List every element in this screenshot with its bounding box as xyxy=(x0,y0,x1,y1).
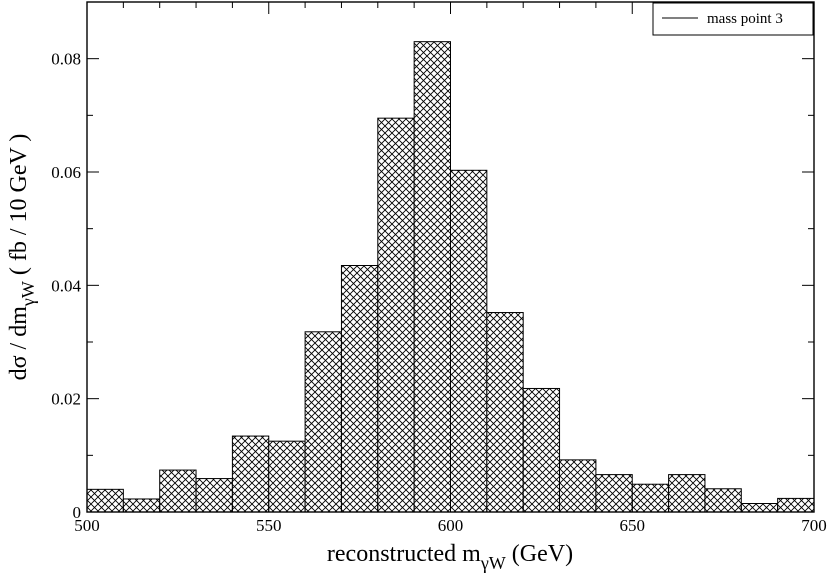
histogram-bin-17 xyxy=(704,488,742,513)
y-tick-label: 0 xyxy=(73,503,82,522)
y-axis-title: dσ / dmγW ( fb / 10 GeV ) xyxy=(6,134,38,381)
x-axis-title-main: reconstructed m xyxy=(327,541,481,567)
histogram-bin-7 xyxy=(340,265,379,513)
histogram-bin-13 xyxy=(559,459,597,513)
x-axis-title: reconstructed mγW (GeV) xyxy=(327,541,573,573)
histogram-bin-0 xyxy=(86,488,124,513)
histogram-bin-18 xyxy=(740,503,779,513)
histogram-bin-14 xyxy=(595,474,633,513)
histogram-bin-2 xyxy=(159,469,197,513)
histogram-bin-9 xyxy=(413,41,451,513)
y-axis-title-unit: ( fb / 10 GeV ) xyxy=(6,134,32,282)
histogram-bin-11 xyxy=(486,312,524,513)
y-axis-ticks: 0 0.02 0.04 0.06 0.08 xyxy=(51,50,814,522)
histogram-bin-3 xyxy=(195,478,233,513)
y-tick-label: 0.06 xyxy=(51,163,81,182)
histogram-bin-4 xyxy=(231,435,270,513)
y-tick-label: 0.04 xyxy=(51,276,81,295)
histogram-bin-8 xyxy=(377,117,415,513)
histogram-bin-5 xyxy=(268,440,306,513)
x-axis-ticks: 500 550 600 650 700 xyxy=(74,2,827,535)
y-axis-title-main: dσ / dm xyxy=(6,306,32,381)
legend-entry-label: mass point 3 xyxy=(707,11,783,27)
x-tick-label: 650 xyxy=(620,516,646,535)
x-tick-label: 550 xyxy=(256,516,282,535)
legend: mass point 3 xyxy=(652,2,814,36)
x-tick-label: 700 xyxy=(801,516,827,535)
histogram-bin-6 xyxy=(304,331,342,513)
histogram-bin-19 xyxy=(777,497,815,513)
legend-box xyxy=(652,2,814,36)
y-axis-title-subscript: γW xyxy=(18,281,38,307)
histogram-bin-12 xyxy=(522,387,561,513)
x-tick-label: 600 xyxy=(438,516,464,535)
histogram-bin-16 xyxy=(668,474,706,513)
histogram-bars xyxy=(86,41,815,513)
x-axis-title-unit: (GeV) xyxy=(506,541,573,567)
x-axis-title-subscript: γW xyxy=(480,553,506,573)
histogram-bin-15 xyxy=(631,483,670,513)
y-tick-label: 0.02 xyxy=(51,390,81,409)
y-tick-label: 0.08 xyxy=(51,50,81,69)
x-tick-label: 500 xyxy=(74,516,100,535)
histogram-bin-10 xyxy=(450,169,488,513)
histogram-bin-1 xyxy=(122,498,161,513)
